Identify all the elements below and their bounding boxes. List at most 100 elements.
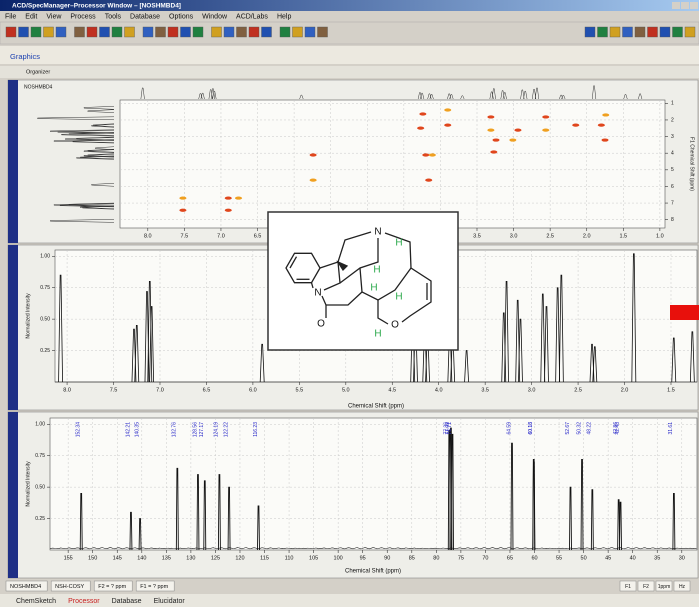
x-tick-label: 130 [186, 555, 195, 561]
x-tick-label: 90 [384, 555, 390, 561]
toolbar-button[interactable] [6, 27, 16, 37]
menu-item[interactable]: Edit [25, 13, 37, 20]
x-tick-label: 7.0 [156, 387, 164, 393]
menu-item[interactable]: Process [70, 13, 96, 20]
peak-label: 128.56 [192, 422, 198, 438]
cross-peak [179, 196, 186, 199]
toolbar-button[interactable] [100, 27, 110, 37]
toolbar-button[interactable] [280, 27, 290, 37]
cross-peak [602, 113, 609, 116]
x-tick-label: 6.5 [254, 233, 262, 239]
toolbar-button[interactable] [249, 27, 259, 37]
toolbar-button[interactable] [598, 27, 608, 37]
toolbar-button[interactable] [648, 27, 658, 37]
x-tick-label: 2.5 [574, 387, 582, 393]
toolbar-button[interactable] [112, 27, 122, 37]
menu-item[interactable]: Database [130, 13, 160, 20]
x-tick-label: 85 [409, 555, 415, 561]
cross-peak [310, 153, 317, 156]
cross-peak [429, 153, 436, 156]
toolbar-button[interactable] [212, 27, 222, 37]
toolbar-button[interactable] [224, 27, 234, 37]
status-item: Hz [679, 584, 686, 590]
status-item: 1ppm [658, 584, 671, 590]
peak-label: 60.13 [528, 422, 534, 435]
status-item: NSH-COSY [55, 584, 84, 590]
toolbar-button[interactable] [660, 27, 670, 37]
x-tick-label: 45 [605, 555, 611, 561]
bottom-tab[interactable]: Processor [68, 598, 100, 605]
x-tick-label: 5.0 [342, 387, 350, 393]
menu-item[interactable]: Window [202, 13, 228, 20]
menu-item[interactable]: File [5, 13, 16, 20]
toolbar-button[interactable] [56, 27, 66, 37]
toolbar-button[interactable] [181, 27, 191, 37]
status-item: NOSHMBD4 [10, 584, 41, 590]
x-tick-label: 3.0 [528, 387, 536, 393]
cross-peak [419, 112, 426, 115]
bottom-tab[interactable]: Elucidator [154, 598, 186, 605]
atom-label: O [391, 320, 399, 331]
toolbar-button[interactable] [293, 27, 303, 37]
atom-label: H [395, 238, 402, 249]
toolbar-button[interactable] [31, 27, 41, 37]
organizer-tab[interactable]: Organizer [26, 69, 50, 75]
toolbar-button[interactable] [143, 27, 153, 37]
x-tick-label: 70 [482, 555, 488, 561]
x-tick-label: 50 [581, 555, 587, 561]
toolbar-button[interactable] [673, 27, 683, 37]
toolbar-button[interactable] [87, 27, 97, 37]
toolbar-button[interactable] [125, 27, 135, 37]
maximize-button[interactable] [681, 2, 689, 9]
bottom-tab[interactable]: ChemSketch [16, 598, 56, 605]
toolbar-button[interactable] [44, 27, 54, 37]
toolbar-button[interactable] [168, 27, 178, 37]
toolbar-button[interactable] [610, 27, 620, 37]
menu-item[interactable]: View [46, 13, 62, 20]
atom-label: H [395, 292, 402, 303]
menu-item[interactable]: ACD/Labs [236, 13, 268, 20]
toolbar-button[interactable] [585, 27, 595, 37]
x-tick-label: 135 [162, 555, 171, 561]
toolbar-button[interactable] [19, 27, 29, 37]
atom-label: N [314, 288, 321, 299]
minimize-button[interactable] [672, 2, 680, 9]
peak-label: 116.23 [253, 422, 259, 437]
status-item: F1 [625, 584, 631, 590]
toolbar-button[interactable] [685, 27, 695, 37]
cross-peak [422, 153, 429, 156]
y-tick-label: 8 [671, 217, 674, 223]
menu-bar: File Edit View Process Tools Database Options W… [5, 13, 291, 20]
graphics-tab[interactable]: Graphics [10, 52, 40, 61]
peak-label: 50.32 [576, 422, 582, 435]
atom-label: H [373, 265, 380, 276]
toolbar-button[interactable] [318, 27, 328, 37]
cosy-plot [120, 100, 665, 228]
toolbar-button[interactable] [237, 27, 247, 37]
peak-label: 76.71 [447, 422, 453, 435]
bottom-tab[interactable]: Database [112, 598, 142, 605]
x-tick-label: 125 [211, 555, 220, 561]
y-tick-label: 3 [671, 134, 674, 140]
menu-item[interactable]: Tools [105, 13, 122, 20]
menu-item[interactable]: Help [277, 13, 292, 20]
x-tick-label: 6.5 [203, 387, 211, 393]
toolbar-button[interactable] [262, 27, 272, 37]
peak-label: 142.21 [125, 422, 131, 438]
x-tick-label: 5.5 [296, 387, 304, 393]
toolbar-button[interactable] [75, 27, 85, 37]
toolbar-button[interactable] [635, 27, 645, 37]
toolbar-button[interactable] [156, 27, 166, 37]
cross-peak [225, 209, 232, 212]
x-tick-label: 40 [630, 555, 636, 561]
x-tick-label: 4.0 [435, 387, 443, 393]
toolbar-button[interactable] [623, 27, 633, 37]
y-tick-label: 0.50 [40, 316, 50, 322]
menu-item[interactable]: Options [169, 13, 194, 20]
toolbar-button[interactable] [193, 27, 203, 37]
x-tick-label: 1.5 [667, 387, 675, 393]
close-button[interactable] [690, 2, 698, 9]
toolbar-button[interactable] [305, 27, 315, 37]
x-tick-label: 100 [334, 555, 343, 561]
x-tick-label: 140 [137, 555, 146, 561]
